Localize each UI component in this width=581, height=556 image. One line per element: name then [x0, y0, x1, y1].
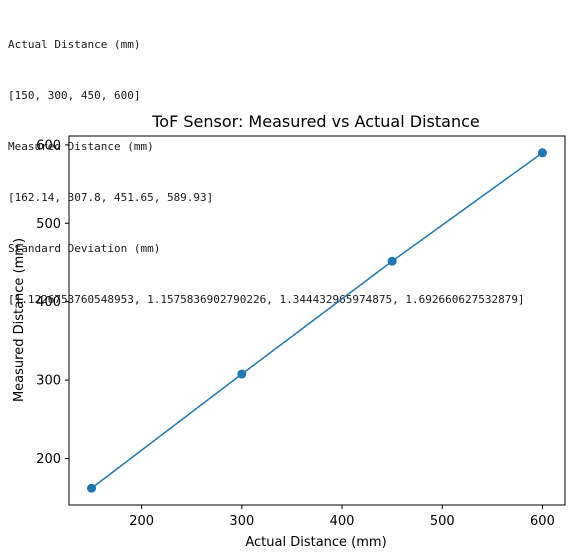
x-tick-label: 400: [330, 514, 355, 529]
output-line-actual-label: Actual Distance (mm): [8, 38, 141, 51]
output-line-stddev-label: Standard Deviation (mm): [8, 242, 161, 255]
x-tick-label: 600: [530, 514, 555, 529]
y-axis-label: Measured Distance (mm): [12, 238, 27, 402]
x-tick-label: 500: [430, 514, 455, 529]
data-point: [87, 483, 97, 493]
output-text: Actual Distance (mm) [150, 300, 450, 600…: [8, 2, 525, 325]
y-axis-ticks: 200 300 400 500 600: [36, 138, 69, 467]
x-axis-ticks: 200 300 400 500 600: [129, 505, 555, 529]
x-tick-label: 300: [229, 514, 254, 529]
y-tick-label: 600: [36, 138, 61, 153]
output-line-measured-values: [162.14, 307.8, 451.65, 589.93]: [8, 191, 214, 204]
data-point: [387, 256, 397, 266]
x-tick-label: 200: [129, 514, 154, 529]
x-axis-label: Actual Distance (mm): [245, 535, 386, 550]
data-point: [237, 369, 247, 379]
data-point: [537, 148, 547, 158]
plot-frame: [68, 135, 566, 506]
output-line-measured-label: Measured Distance (mm): [8, 140, 154, 153]
series-layer: [87, 148, 547, 493]
series-line: [91, 152, 543, 489]
y-tick-label: 200: [36, 452, 61, 467]
output-line-stddev-values: [1.1226753760548953, 1.1575836902790226,…: [8, 293, 525, 306]
output-line-actual-values: [150, 300, 450, 600]: [8, 89, 141, 102]
chart-title: ToF Sensor: Measured vs Actual Distance: [151, 112, 479, 131]
y-tick-label: 400: [36, 295, 61, 310]
y-tick-label: 500: [36, 217, 61, 232]
y-tick-label: 300: [36, 374, 61, 389]
